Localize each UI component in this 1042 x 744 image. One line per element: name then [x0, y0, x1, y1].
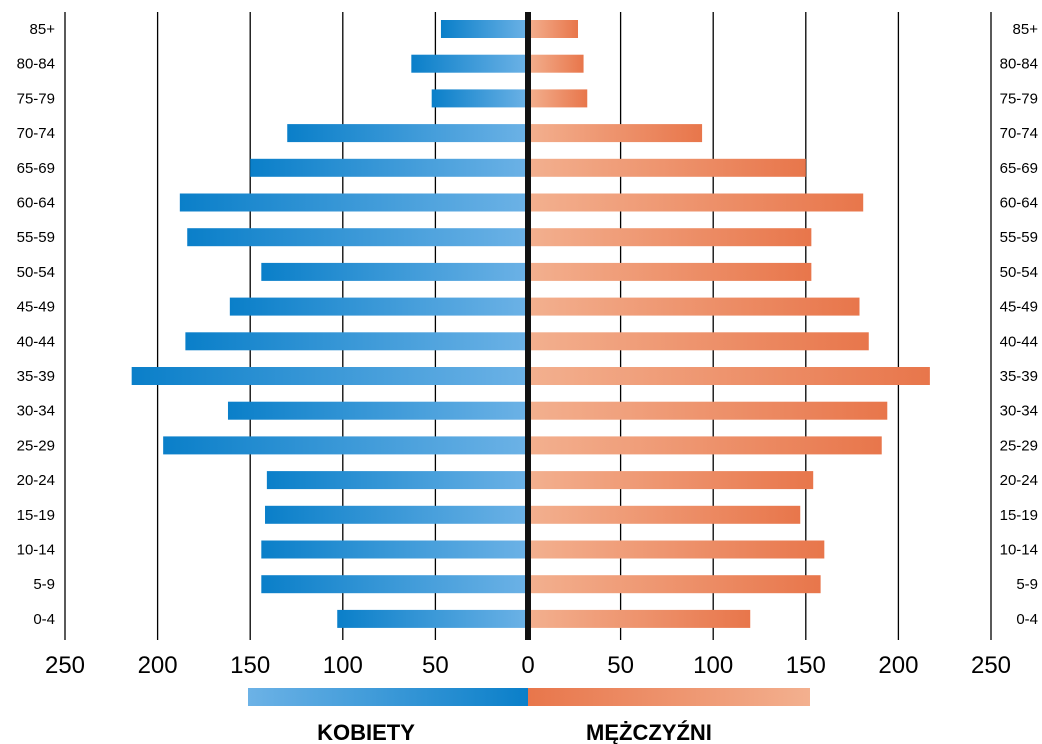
age-label-right: 5-9	[1016, 576, 1038, 593]
legend-men-swatch	[528, 688, 810, 706]
bar-women	[411, 54, 528, 73]
bar-men	[528, 297, 860, 316]
age-label-left: 60-64	[17, 195, 55, 212]
age-label-right: 15-19	[1000, 507, 1038, 524]
bar-men	[528, 20, 579, 38]
bar-women	[229, 297, 528, 316]
age-label-left: 50-54	[17, 264, 55, 281]
bar-men	[528, 228, 812, 247]
legend-women-swatch	[248, 688, 528, 706]
x-tick-labels: 250 200 150 100 50 0 50 100 150 200 250	[45, 652, 1011, 679]
bar-women	[337, 609, 528, 628]
age-label-right: 45-49	[1000, 299, 1038, 316]
x-tick-label: 100	[693, 652, 733, 679]
age-label-left: 30-34	[17, 403, 55, 420]
bar-men	[528, 575, 821, 594]
bar-men	[528, 367, 930, 385]
bar-women	[266, 471, 528, 490]
bar-men	[528, 193, 864, 212]
age-label-right: 70-74	[1000, 125, 1038, 142]
bar-men	[528, 436, 882, 455]
x-tick-label: 50	[607, 652, 634, 679]
bar-women	[227, 401, 528, 420]
bars	[131, 20, 930, 628]
age-label-right: 0-4	[1016, 611, 1038, 628]
x-tick-label: 150	[786, 652, 826, 679]
age-label-right: 35-39	[1000, 368, 1038, 385]
age-label-right: 55-59	[1000, 229, 1038, 246]
bar-women	[187, 228, 528, 247]
bar-men	[528, 332, 869, 351]
age-label-right: 75-79	[1000, 90, 1038, 107]
bar-women	[261, 540, 528, 559]
bar-women	[163, 436, 528, 455]
bar-men	[528, 471, 814, 490]
x-tick-label: 200	[138, 652, 178, 679]
age-label-right: 40-44	[1000, 333, 1038, 350]
bar-women	[261, 262, 528, 281]
age-label-right: 50-54	[1000, 264, 1038, 281]
bar-men	[528, 401, 888, 420]
bar-women	[185, 332, 528, 351]
age-label-right: 60-64	[1000, 195, 1038, 212]
age-label-left: 70-74	[17, 125, 55, 142]
age-label-right: 20-24	[1000, 472, 1038, 489]
bar-women	[265, 505, 528, 524]
bar-women	[431, 89, 528, 108]
age-label-left: 0-4	[33, 611, 55, 628]
bar-women	[287, 124, 528, 143]
bar-women	[131, 367, 528, 385]
x-tick-label: 250	[971, 652, 1011, 679]
bar-women	[261, 575, 528, 594]
age-label-right: 80-84	[1000, 56, 1038, 73]
bar-men	[528, 158, 806, 177]
bar-men	[528, 89, 588, 108]
bar-women	[179, 193, 528, 212]
bar-women	[440, 20, 528, 38]
x-tick-label: 250	[45, 652, 85, 679]
age-label-left: 40-44	[17, 333, 55, 350]
bar-men	[528, 124, 703, 143]
x-tick-label: 150	[230, 652, 270, 679]
age-label-left: 45-49	[17, 299, 55, 316]
x-tick-label: 50	[422, 652, 449, 679]
age-label-right: 25-29	[1000, 437, 1038, 454]
age-label-right: 85+	[1013, 21, 1039, 38]
age-label-left: 25-29	[17, 437, 55, 454]
bar-men	[528, 54, 584, 73]
age-label-right: 10-14	[1000, 542, 1038, 559]
bar-men	[528, 505, 801, 524]
bar-men	[528, 262, 812, 281]
age-label-left: 20-24	[17, 472, 55, 489]
age-label-left: 85+	[30, 21, 56, 38]
bar-men	[528, 540, 825, 559]
bar-women	[250, 158, 528, 177]
age-label-right: 65-69	[1000, 160, 1038, 177]
x-tick-label: 100	[323, 652, 363, 679]
age-label-right: 30-34	[1000, 403, 1038, 420]
age-label-left: 15-19	[17, 507, 55, 524]
age-label-left: 75-79	[17, 90, 55, 107]
legend-men-label: MĘŻCZYŹNI	[586, 720, 712, 744]
gridlines	[64, 12, 992, 640]
age-label-left: 5-9	[33, 576, 55, 593]
age-group-labels: 85+ 85+ 80-84 80-84 75-79 75-79 70-74 70-74 65-6…	[17, 21, 1039, 628]
legend: KOBIETY MĘŻCZYŹNI	[248, 688, 810, 744]
bar-men	[528, 609, 751, 628]
age-label-left: 55-59	[17, 229, 55, 246]
age-label-left: 80-84	[17, 56, 55, 73]
age-label-left: 10-14	[17, 542, 55, 559]
x-tick-label: 200	[878, 652, 918, 679]
age-label-left: 35-39	[17, 368, 55, 385]
x-tick-label: 0	[521, 652, 534, 679]
legend-women-label: KOBIETY	[317, 720, 415, 744]
age-label-left: 65-69	[17, 160, 55, 177]
